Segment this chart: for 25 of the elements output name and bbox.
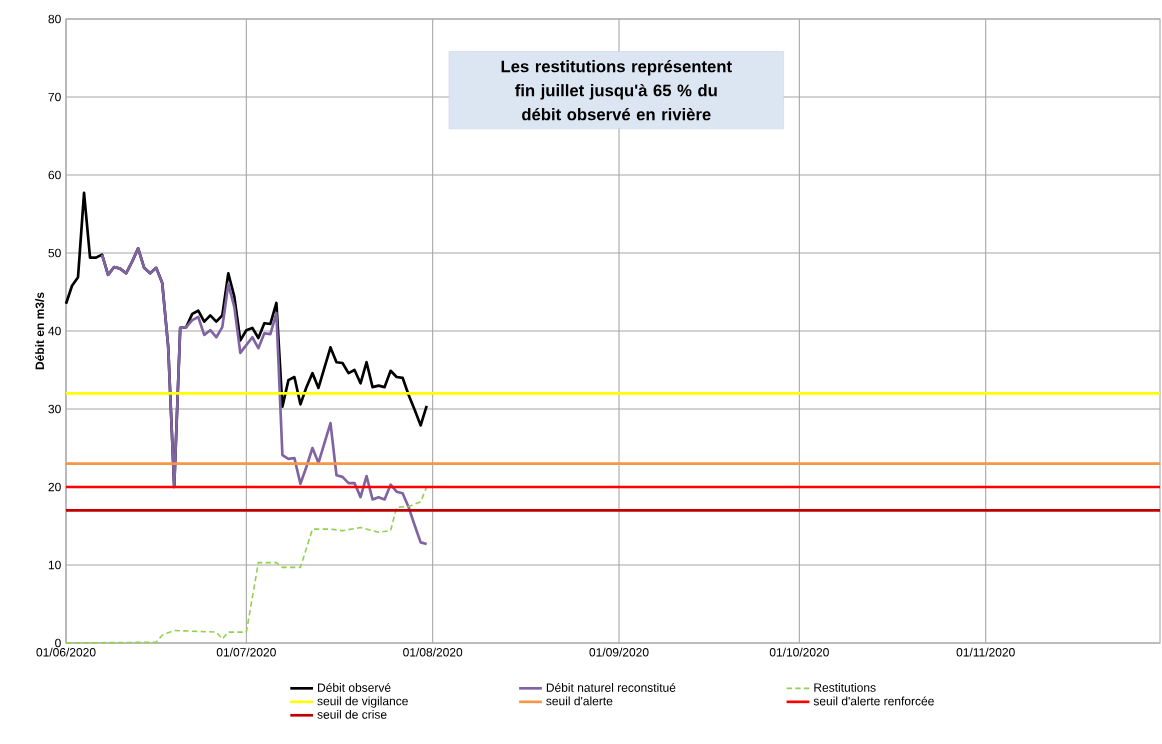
x-tick-label: 01/08/2020 bbox=[403, 647, 463, 657]
y-tick-label: 80 bbox=[48, 14, 61, 24]
legend-label: Débit naturel reconstitué bbox=[546, 682, 676, 692]
legend-label: seuil de vigilance bbox=[317, 696, 408, 708]
legend-label: seuil de crise bbox=[317, 709, 387, 719]
y-tick-label: 0 bbox=[55, 638, 61, 648]
legend-label: Restitutions bbox=[814, 682, 876, 692]
x-tick-label: 01/10/2020 bbox=[769, 647, 829, 657]
y-tick-label: 30 bbox=[48, 404, 61, 414]
line-series bbox=[65, 486, 428, 644]
y-tick-label: 70 bbox=[48, 92, 61, 102]
y-tick-label: 10 bbox=[48, 560, 61, 570]
y-tick-label: 60 bbox=[48, 170, 61, 180]
x-tick-label: 01/07/2020 bbox=[216, 647, 276, 657]
annotation: Les restitutions représentent fin juillet jusqu'à 65 % du débit observé en rivière bbox=[501, 59, 732, 121]
legend-label: Débit observé bbox=[318, 682, 391, 692]
legend-label: seuil d'alerte bbox=[546, 696, 613, 706]
legend-label: seuil d'alerte renforcée bbox=[813, 696, 934, 706]
y-tick-label: 40 bbox=[48, 326, 61, 336]
y-tick-label: 50 bbox=[48, 248, 61, 258]
y-tick-label: 20 bbox=[48, 482, 61, 492]
x-tick-label: 01/11/2020 bbox=[956, 647, 1015, 657]
x-tick-label: 01/09/2020 bbox=[589, 647, 649, 657]
x-tick-label: 01/06/2020 bbox=[36, 647, 96, 657]
y-axis-title: Débit en m3/s bbox=[35, 292, 45, 370]
